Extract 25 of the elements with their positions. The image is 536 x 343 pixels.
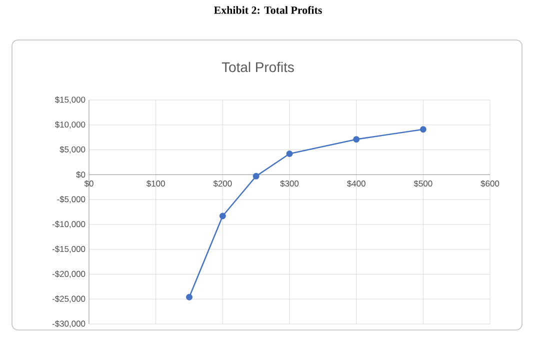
x-tick-label: $300	[280, 180, 299, 188]
point	[353, 136, 360, 143]
x-tick-label: $200	[213, 180, 232, 188]
y-tick-label: -$15,000	[52, 246, 86, 254]
y-tick-label: $10,000	[54, 121, 86, 129]
point	[186, 294, 192, 300]
chart-title: Exhibit 2: Total Profits	[214, 6, 322, 14]
chart-subtitle: Total Profits	[222, 62, 294, 72]
x-tick-label: $600	[480, 180, 500, 188]
y-tick-label: -$5,000	[57, 196, 86, 204]
y-tick-label: $0	[76, 171, 86, 178]
y-tick-label: $5,000	[60, 146, 86, 154]
y-tick-label: -$20,000	[52, 270, 86, 278]
y-tick-label: $15,000	[54, 96, 86, 104]
x-tick-label: $500	[414, 180, 432, 188]
y-tick-label: -$30,000	[52, 320, 86, 328]
y-tick-label: -$10,000	[52, 220, 86, 228]
point	[219, 212, 226, 220]
x-tick-label: $0	[84, 180, 94, 188]
point	[420, 126, 426, 133]
x-tick-label: $100	[146, 180, 165, 188]
point	[252, 172, 260, 180]
y-tick-label: -$25,000	[52, 295, 86, 303]
x-tick-label: $400	[347, 180, 366, 188]
point	[286, 150, 293, 157]
